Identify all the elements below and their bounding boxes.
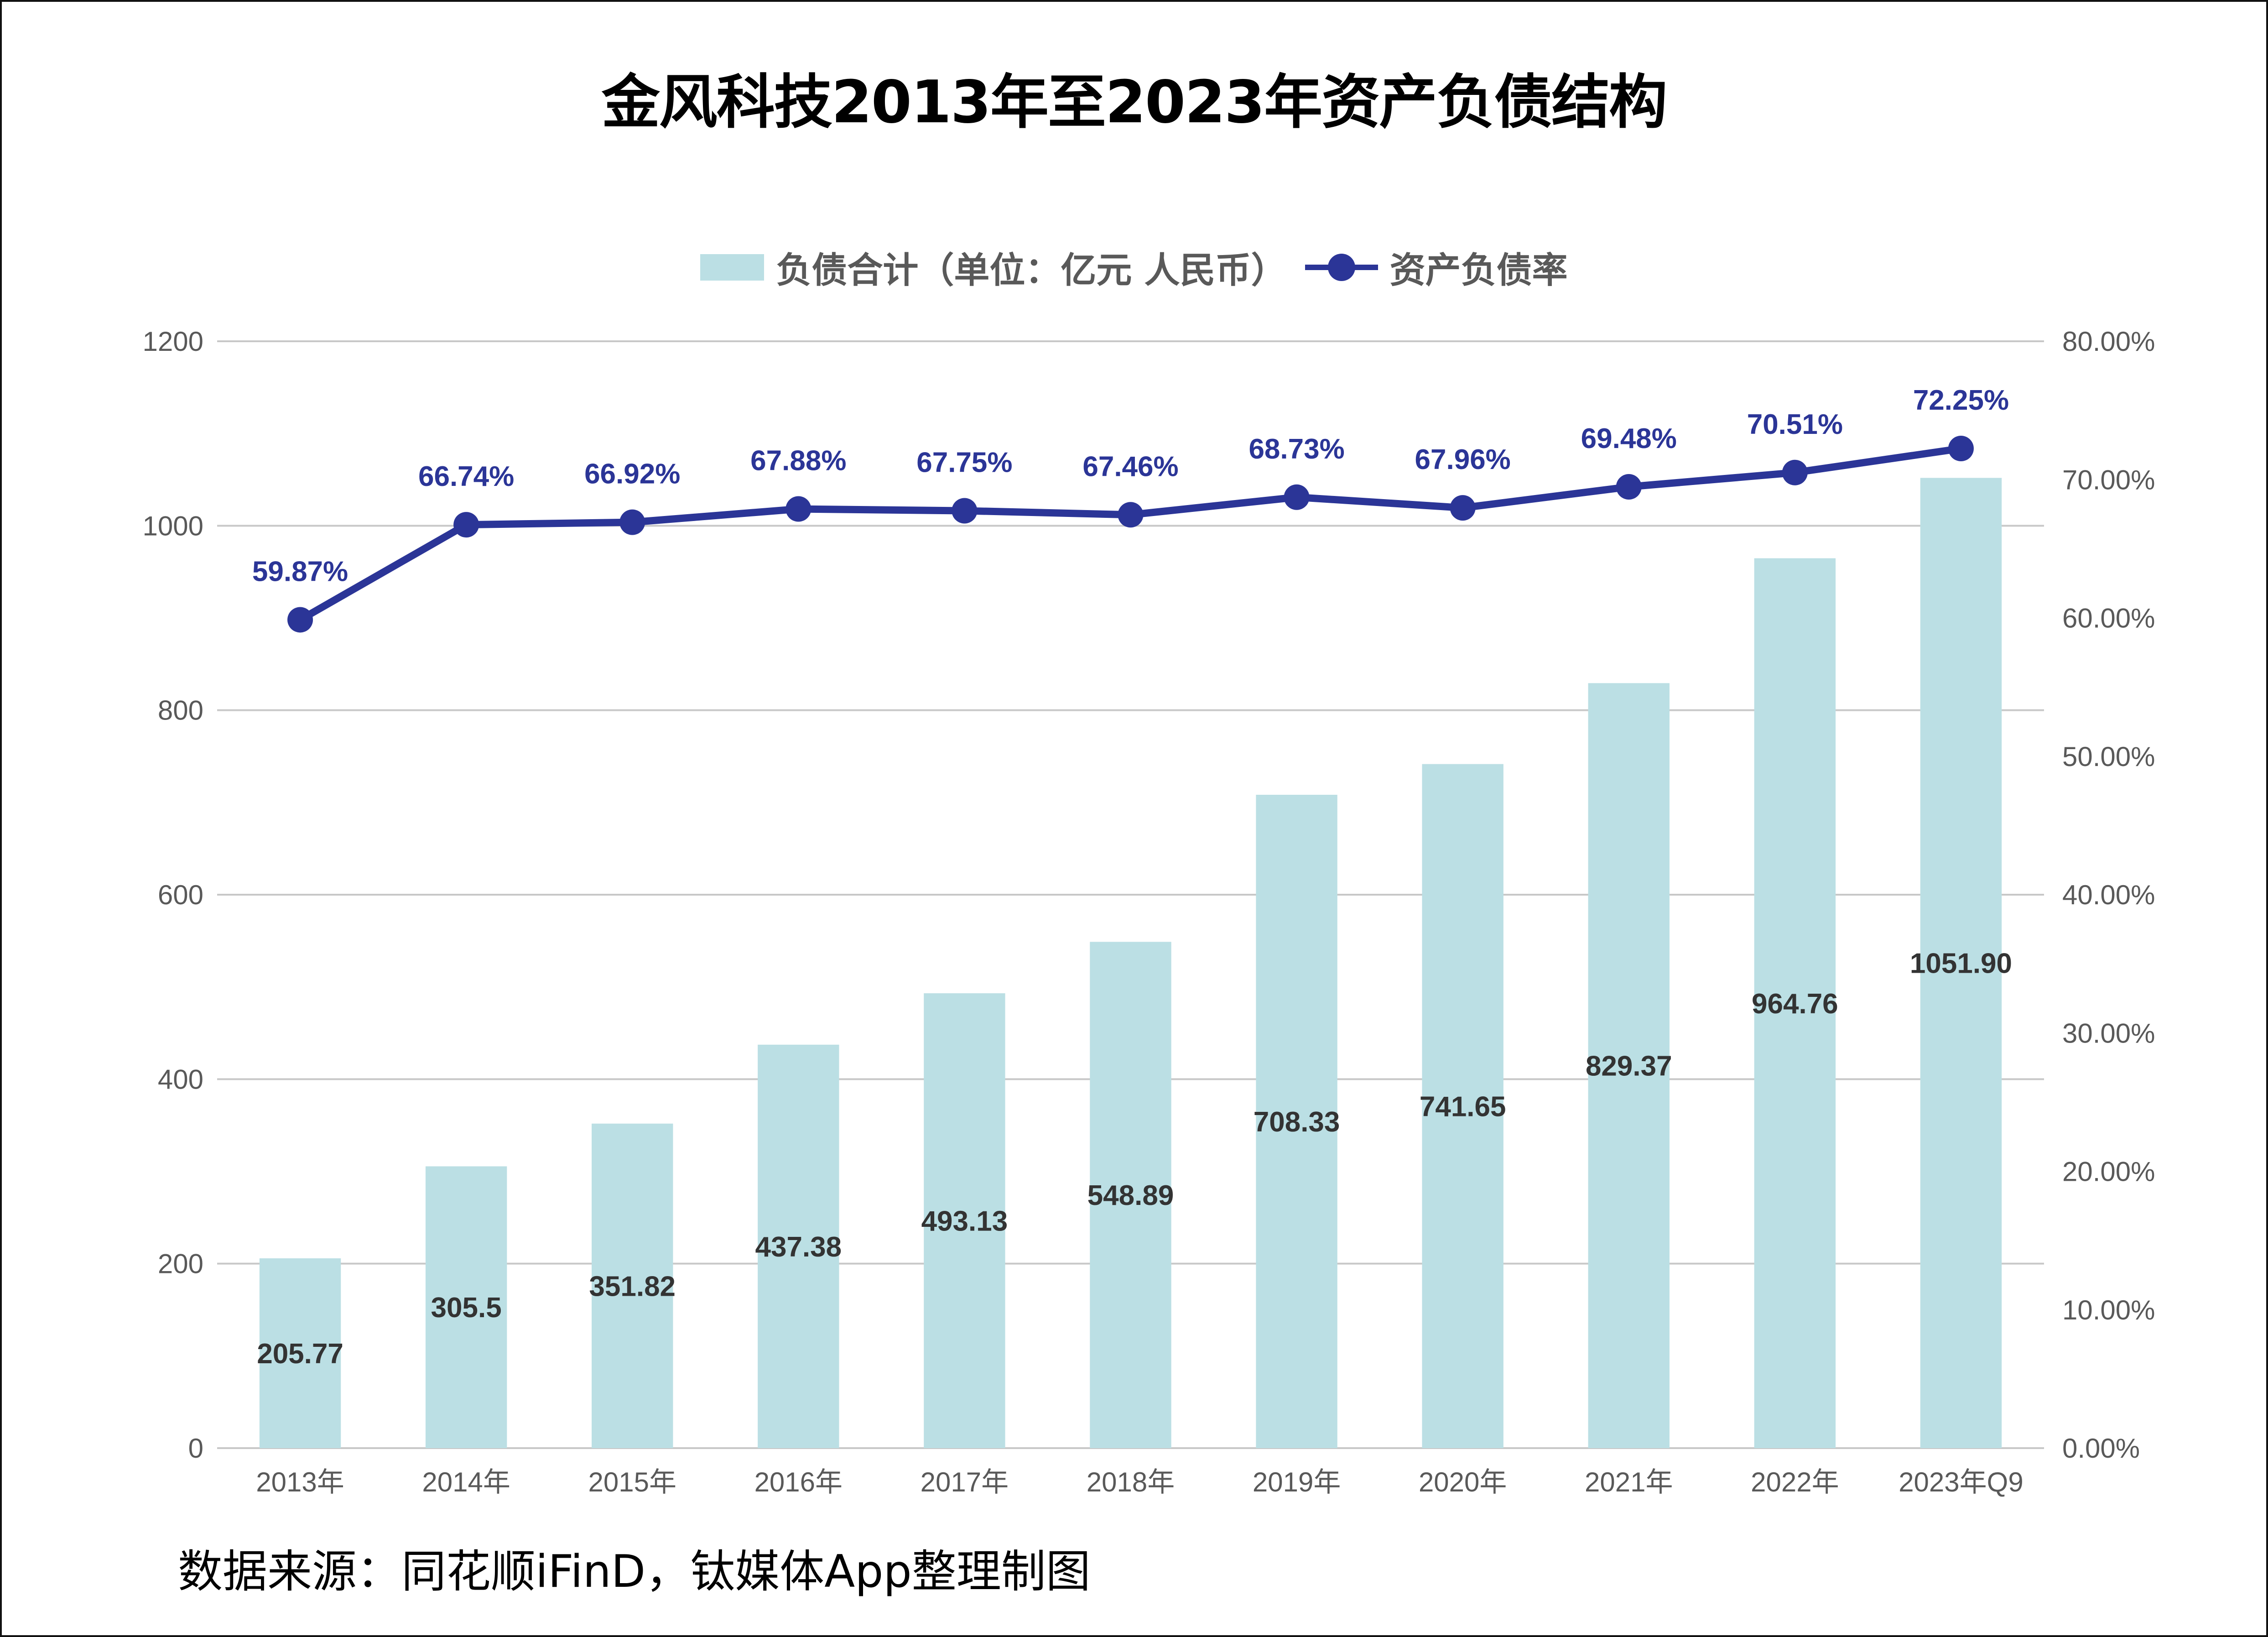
- legend-bar-label: 负债合计（单位：亿元 人民币）: [776, 250, 1287, 291]
- debt-ratio-value-label: 72.25%: [1913, 385, 2009, 416]
- bar: [592, 1123, 673, 1448]
- data-source-note: 数据来源：同花顺iFinD，钛媒体App整理制图: [178, 1546, 1091, 1598]
- right-axis-tick-label: 50.00%: [2062, 741, 2155, 772]
- bar-value-label: 437.38: [755, 1231, 842, 1263]
- right-axis-tick-label: 0.00%: [2062, 1433, 2140, 1464]
- left-axis-tick-label: 200: [158, 1249, 203, 1279]
- x-axis-tick-label: 2023年Q9: [1899, 1467, 2024, 1497]
- chart-title: 金风科技2013年至2023年资产负债结构: [601, 68, 1668, 136]
- bar-value-label: 829.37: [1586, 1051, 1672, 1082]
- left-axis-tick-label: 1000: [143, 511, 203, 541]
- debt-ratio-value-label: 67.96%: [1415, 444, 1511, 475]
- bar-value-label: 351.82: [589, 1271, 676, 1302]
- chart-legend: 负债合计（单位：亿元 人民币） 资产负债率: [0, 242, 2268, 293]
- left-y-axis: 0 200 400 600 800 1000 1200: [143, 326, 203, 1464]
- x-axis-tick-label: 2022年: [1751, 1467, 1839, 1497]
- x-axis-tick-label: 2018年: [1087, 1467, 1175, 1497]
- debt-ratio-marker: [1450, 495, 1476, 521]
- bar: [1090, 942, 1171, 1448]
- right-axis-tick-label: 40.00%: [2062, 880, 2155, 910]
- legend-item-liabilities[interactable]: 负债合计（单位：亿元 人民币）: [700, 242, 1287, 293]
- bar-value-label: 548.89: [1087, 1180, 1174, 1211]
- debt-ratio-marker: [785, 496, 811, 522]
- bar: [758, 1044, 839, 1448]
- bar: [259, 1258, 341, 1448]
- x-axis-tick-label: 2016年: [754, 1467, 843, 1497]
- x-axis: 2013年 2014年 2015年 2016年 2017年 2018年 2019年 2020年…: [256, 1467, 2023, 1497]
- x-axis-tick-label: 2013年: [256, 1467, 344, 1497]
- line-series: [287, 436, 1974, 633]
- debt-ratio-value-label: 67.75%: [916, 447, 1012, 478]
- x-axis-tick-label: 2021年: [1585, 1467, 1673, 1497]
- debt-ratio-marker: [1948, 436, 1974, 462]
- bar-value-label: 964.76: [1752, 988, 1838, 1020]
- debt-ratio-value-label: 70.51%: [1747, 409, 1843, 440]
- debt-ratio-marker: [619, 509, 645, 535]
- debt-ratio-value-label: 66.74%: [418, 461, 514, 492]
- debt-ratio-marker: [1616, 474, 1642, 500]
- debt-ratio-marker: [287, 607, 313, 633]
- legend-line-marker-icon: [1305, 254, 1378, 281]
- x-axis-tick-label: 2015年: [588, 1467, 676, 1497]
- left-axis-tick-label: 400: [158, 1064, 203, 1095]
- bar: [1422, 764, 1503, 1448]
- right-axis-tick-label: 80.00%: [2062, 326, 2155, 357]
- x-axis-tick-label: 2014年: [422, 1467, 510, 1497]
- bar-value-label: 708.33: [1254, 1106, 1340, 1138]
- x-axis-tick-label: 2020年: [1419, 1467, 1507, 1497]
- debt-ratio-marker: [1782, 459, 1808, 485]
- debt-ratio-value-label: 67.88%: [750, 445, 846, 477]
- bar-series: [259, 478, 2002, 1449]
- debt-ratio-marker: [1118, 502, 1144, 528]
- right-axis-tick-label: 20.00%: [2062, 1157, 2155, 1187]
- left-axis-tick-label: 800: [158, 695, 203, 726]
- bar: [924, 993, 1005, 1448]
- bar: [1256, 794, 1337, 1448]
- right-y-axis: 0.00% 10.00% 20.00% 30.00% 40.00% 50.00% 60.00…: [2062, 326, 2155, 1464]
- debt-ratio-marker: [1284, 484, 1310, 510]
- line-data-labels: 59.87% 66.74% 66.92% 67.88% 67.75% 67.46% 68.7…: [252, 385, 2009, 587]
- debt-ratio-marker: [453, 512, 479, 538]
- bar-data-labels: 205.77 305.5 351.82 437.38 493.13 548.89 708.3…: [257, 948, 2012, 1370]
- bar-value-label: 493.13: [921, 1206, 1008, 1237]
- bar: [1754, 558, 1836, 1448]
- bar: [1920, 478, 2002, 1449]
- left-axis-tick-label: 0: [188, 1433, 203, 1464]
- debt-ratio-value-label: 59.87%: [252, 556, 348, 587]
- bar: [425, 1166, 507, 1448]
- bar-value-label: 205.77: [257, 1338, 343, 1370]
- right-axis-tick-label: 10.00%: [2062, 1295, 2155, 1325]
- bar-value-label: 741.65: [1420, 1091, 1506, 1122]
- bar-value-label: 1051.90: [1910, 948, 2012, 980]
- bar: [1588, 683, 1670, 1448]
- legend-item-debt-ratio[interactable]: 资产负债率: [1305, 242, 1568, 293]
- debt-ratio-value-label: 66.92%: [584, 459, 680, 490]
- debt-ratio-marker: [952, 498, 978, 524]
- debt-ratio-value-label: 69.48%: [1581, 423, 1677, 454]
- debt-ratio-value-label: 68.73%: [1248, 433, 1344, 465]
- debt-ratio-value-label: 67.46%: [1082, 451, 1178, 482]
- legend-line-label: 资产负债率: [1389, 250, 1568, 291]
- bar-value-label: 305.5: [431, 1292, 502, 1324]
- legend-bar-swatch-icon: [700, 254, 765, 281]
- left-axis-tick-label: 1200: [143, 326, 203, 357]
- x-axis-tick-label: 2017年: [921, 1467, 1009, 1497]
- right-axis-tick-label: 70.00%: [2062, 464, 2155, 495]
- right-axis-tick-label: 30.00%: [2062, 1018, 2155, 1048]
- x-axis-tick-label: 2019年: [1253, 1467, 1341, 1497]
- left-axis-tick-label: 600: [158, 880, 203, 910]
- right-axis-tick-label: 60.00%: [2062, 603, 2155, 634]
